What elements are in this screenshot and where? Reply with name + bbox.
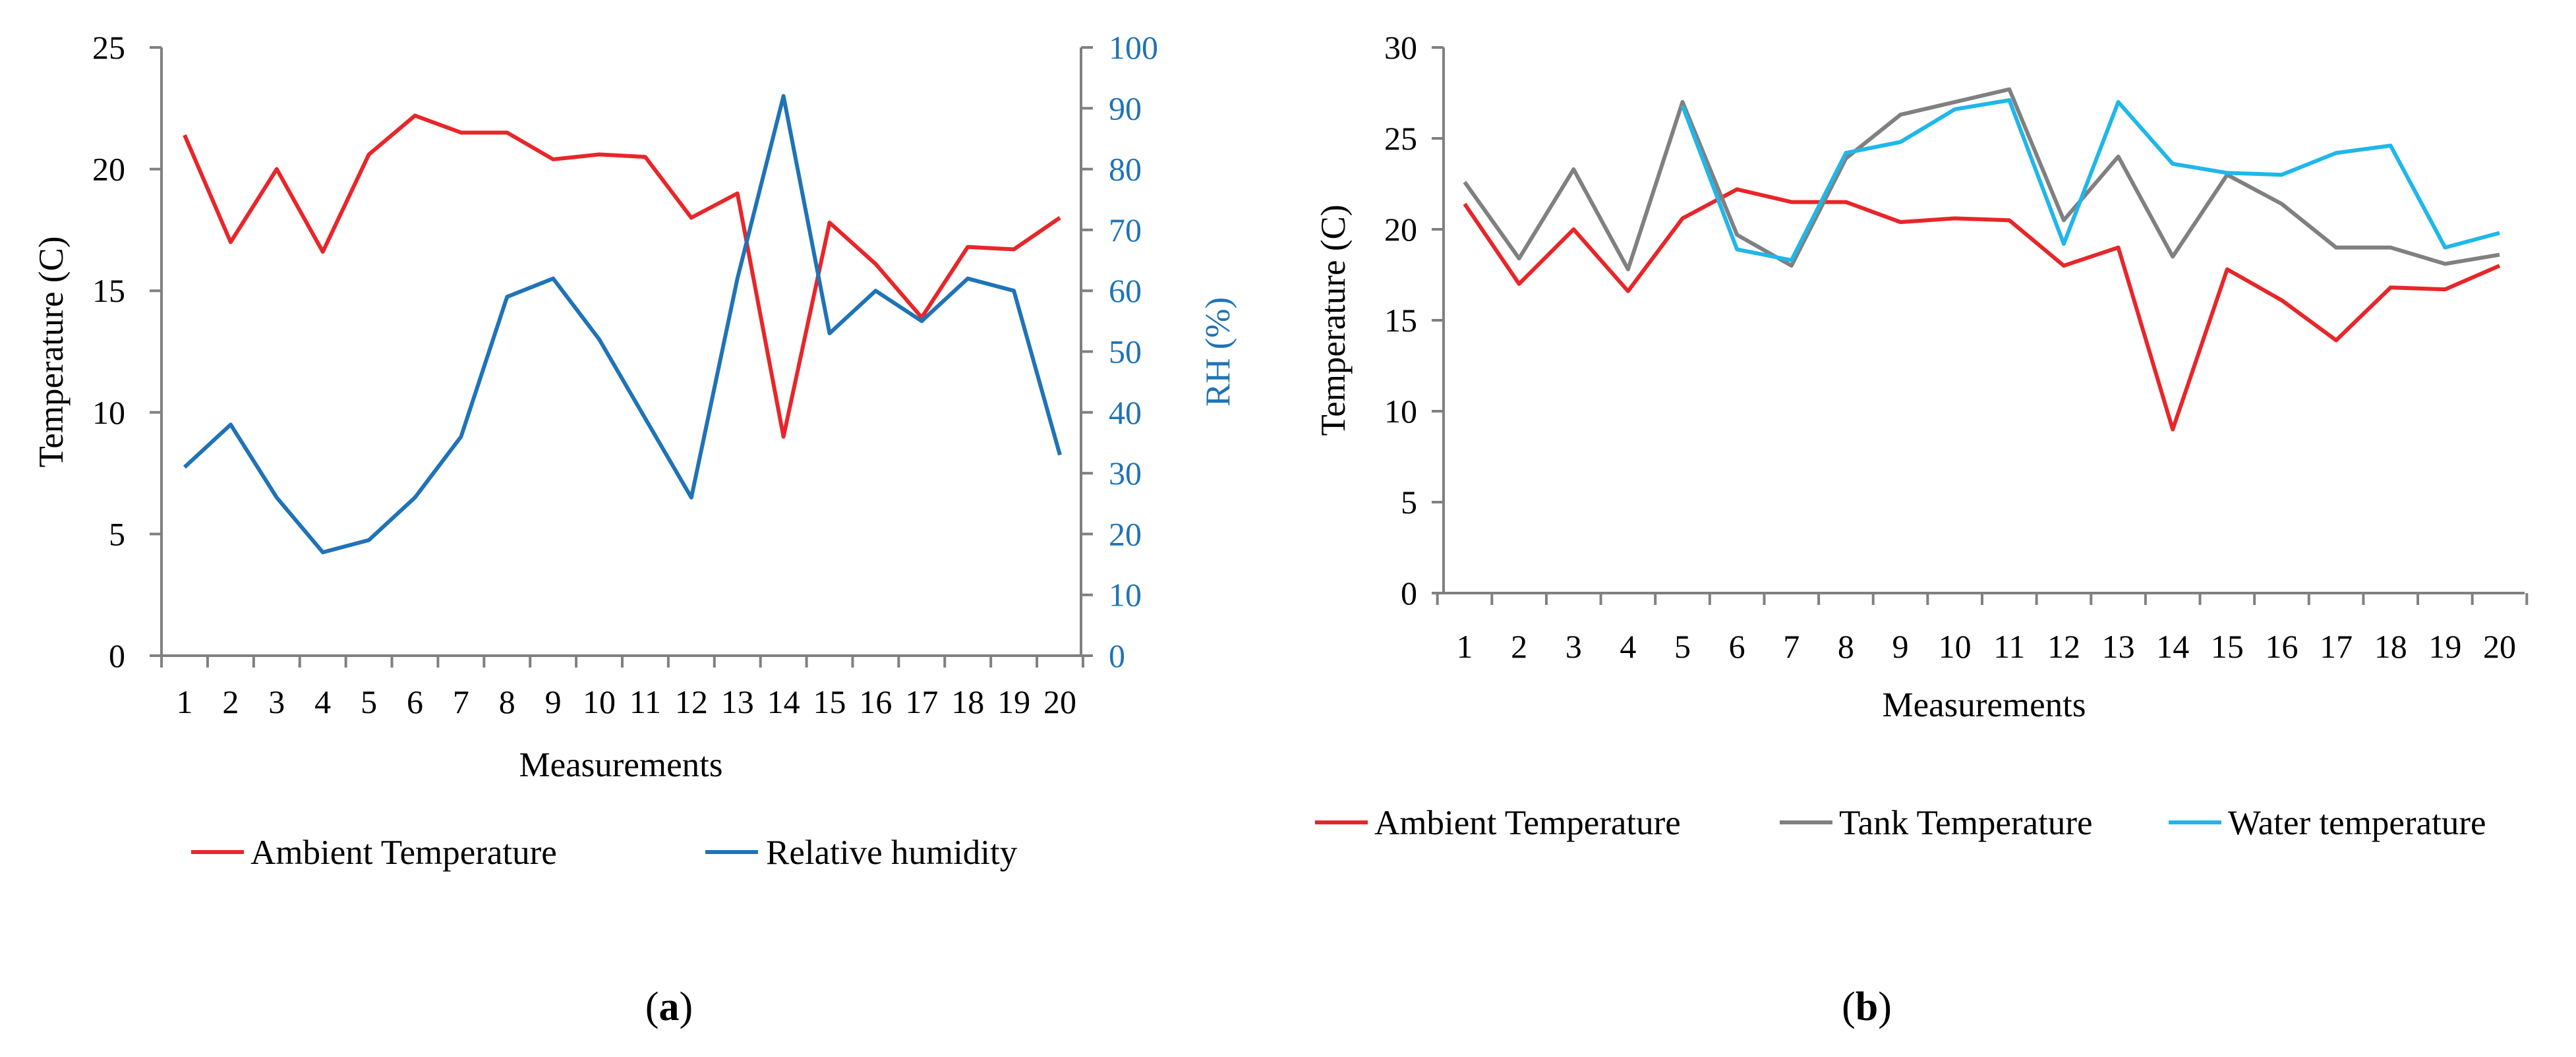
x-tick-label: 15 <box>813 683 846 720</box>
x-tick-label: 19 <box>2428 628 2461 665</box>
x-tick-label: 10 <box>583 683 616 720</box>
x-tick-label: 11 <box>629 683 661 720</box>
legend-label-relative-humidity: Relative humidity <box>766 834 1018 872</box>
chart-a-y2-axis-title: RH (%) <box>1199 297 1237 407</box>
x-tick-label: 6 <box>1729 628 1745 665</box>
x-tick-label: 10 <box>1939 628 1972 665</box>
y2-tick-label: 100 <box>1109 29 1158 66</box>
chart-b-legend: Ambient Temperature Tank Temperature Wat… <box>1315 804 2486 842</box>
series-line-tank-temperature <box>1463 87 2500 271</box>
series-line-water-temperature <box>1680 98 2500 262</box>
x-tick-label: 19 <box>997 683 1030 720</box>
x-tick-label: 8 <box>1838 628 1854 665</box>
y2-tick-label: 60 <box>1109 272 1142 309</box>
x-tick-label: 13 <box>2102 628 2135 665</box>
y2-tick-label: 0 <box>1109 637 1125 674</box>
y-tick-label: 15 <box>92 272 125 309</box>
y-tick-label: 10 <box>92 394 125 431</box>
x-tick-label: 9 <box>545 683 562 720</box>
y2-tick-label: 50 <box>1109 333 1142 370</box>
x-tick-label: 20 <box>2483 628 2516 665</box>
y2-tick-label: 70 <box>1109 212 1142 248</box>
legend-label-tank-temperature: Tank Temperature <box>1839 804 2093 842</box>
x-tick-label: 3 <box>268 683 285 720</box>
chart-a-legend: Ambient Temperature Relative humidity <box>191 834 1018 872</box>
series-line-relative-humidity <box>183 94 1062 555</box>
legend-label-ambient-temperature: Ambient Temperature <box>250 834 557 872</box>
x-tick-label: 15 <box>2211 628 2244 665</box>
x-tick-label: 18 <box>951 683 984 720</box>
x-tick-label: 2 <box>1511 628 1527 665</box>
y2-tick-label: 30 <box>1109 455 1142 492</box>
chart-a-y-axis-title: Temperature (C) <box>32 237 71 468</box>
x-tick-label: 18 <box>2374 628 2407 665</box>
x-tick-label: 5 <box>1674 628 1691 665</box>
x-tick-label: 14 <box>2156 628 2189 665</box>
y-tick-label: 15 <box>1384 302 1417 339</box>
x-tick-label: 8 <box>499 683 515 720</box>
x-tick-label: 4 <box>314 683 331 720</box>
x-tick-label: 1 <box>177 683 193 720</box>
y-tick-label: 20 <box>92 151 125 188</box>
panel-label-b: (b) <box>1842 985 1892 1029</box>
chart-a-x-axis-title: Measurements <box>519 746 722 784</box>
legend-label-ambient-temperature-b: Ambient Temperature <box>1374 804 1681 842</box>
y-tick-label: 30 <box>1384 29 1417 66</box>
panel-label-a: (a) <box>645 985 693 1029</box>
x-tick-label: 3 <box>1566 628 1582 665</box>
x-tick-label: 14 <box>767 683 800 720</box>
y-tick-label: 25 <box>92 29 125 66</box>
y2-tick-label: 10 <box>1109 577 1142 614</box>
x-tick-label: 9 <box>1892 628 1909 665</box>
x-tick-label: 5 <box>361 683 377 720</box>
series-line-ambient-temperature <box>1463 187 2501 432</box>
x-tick-label: 16 <box>2265 628 2298 665</box>
x-tick-label: 12 <box>675 683 708 720</box>
legend-label-water-temperature: Water temperature <box>2228 804 2486 842</box>
x-tick-label: 2 <box>222 683 239 720</box>
y-tick-label: 10 <box>1384 393 1417 430</box>
x-tick-label: 7 <box>453 683 469 720</box>
x-tick-label: 12 <box>2047 628 2080 665</box>
x-tick-label: 11 <box>1993 628 2025 665</box>
x-tick-label: 20 <box>1043 683 1076 720</box>
series-line-ambient-temperature <box>183 113 1061 439</box>
y-tick-label: 20 <box>1384 211 1417 248</box>
x-tick-label: 17 <box>2320 628 2353 665</box>
x-tick-label: 4 <box>1620 628 1636 665</box>
x-tick-label: 13 <box>721 683 754 720</box>
x-tick-label: 1 <box>1457 628 1473 665</box>
y-tick-label: 0 <box>1401 575 1417 612</box>
y2-tick-label: 40 <box>1109 394 1142 431</box>
y-tick-label: 5 <box>109 515 125 552</box>
y2-tick-label: 90 <box>1109 90 1142 127</box>
chart-b-x-axis-title: Measurements <box>1882 686 2086 724</box>
y2-tick-label: 20 <box>1109 515 1142 552</box>
x-tick-label: 16 <box>859 683 892 720</box>
x-tick-label: 17 <box>905 683 938 720</box>
y-tick-label: 0 <box>109 637 125 674</box>
y2-tick-label: 80 <box>1109 151 1142 188</box>
y-tick-label: 25 <box>1384 120 1417 157</box>
y-tick-label: 5 <box>1401 484 1417 521</box>
chart-b-y-axis-title: Temperature (C) <box>1314 205 1353 436</box>
x-tick-label: 6 <box>407 683 423 720</box>
x-tick-label: 7 <box>1783 628 1800 665</box>
